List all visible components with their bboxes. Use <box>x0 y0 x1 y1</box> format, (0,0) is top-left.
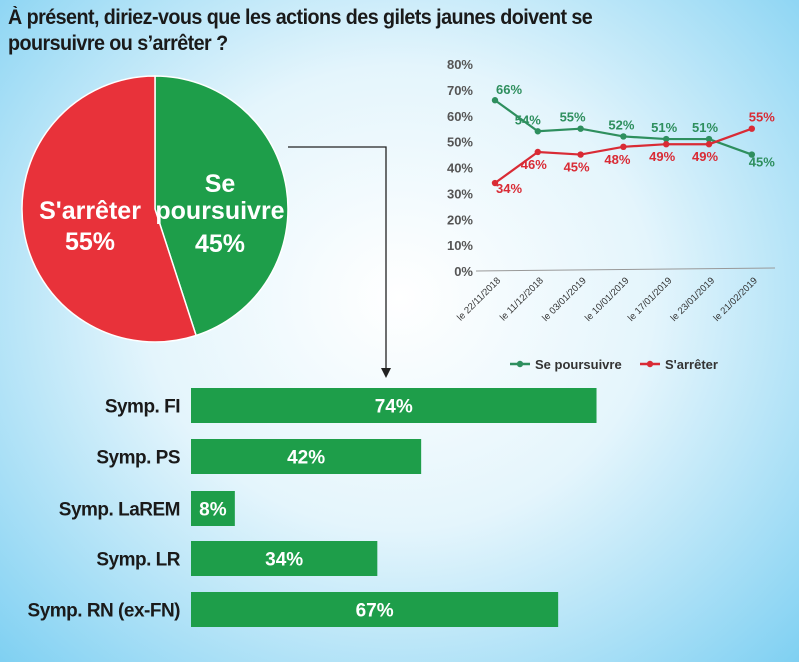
x-tick-label: le 10/01/2019 <box>583 275 632 324</box>
y-tick-label: 50% <box>447 135 473 150</box>
bar-value-label: 42% <box>287 448 325 469</box>
connector-arrowhead <box>381 368 391 378</box>
series-point <box>577 125 584 132</box>
series-point <box>748 151 755 158</box>
pie-to-bars-connector <box>288 146 391 378</box>
pie-slice-stop <box>21 75 198 343</box>
data-label: 34% <box>496 181 522 196</box>
bar-value-label: 67% <box>356 601 394 622</box>
data-label: 51% <box>692 120 718 135</box>
x-tick-label: le 11/12/2018 <box>498 275 546 323</box>
chart-title: À présent, diriez-vous que les actions d… <box>8 6 593 55</box>
y-tick-label: 40% <box>447 161 473 176</box>
connector-line <box>288 146 387 370</box>
series-point <box>491 179 499 187</box>
legend-marker <box>646 360 654 368</box>
x-tick-label: le 22/11/2018 <box>455 275 503 323</box>
series-point <box>491 97 499 104</box>
data-label: 45% <box>749 155 775 170</box>
y-tick-label: 80% <box>447 57 473 72</box>
legend-label: Se poursuivre <box>535 357 622 372</box>
y-tick-label: 0% <box>454 264 473 279</box>
x-tick-label: le 03/01/2019 <box>540 275 589 324</box>
x-axis-line <box>475 267 776 272</box>
line-chart: 0%10%20%30%40%50%60%70%80%le 22/11/2018l… <box>447 57 775 372</box>
pie-label-stop: S'arrêter <box>39 197 141 225</box>
data-label: 49% <box>692 149 718 164</box>
data-label: 46% <box>521 157 547 172</box>
series-point <box>705 141 713 148</box>
bar-category-label: Symp. LR <box>96 550 180 571</box>
series-point <box>620 143 627 150</box>
bar <box>191 491 235 526</box>
bar <box>191 541 378 576</box>
pie-label-continue-line1: Se <box>205 170 236 198</box>
series-point <box>534 148 541 156</box>
y-tick-label: 70% <box>447 83 473 98</box>
bar-value-label: 34% <box>265 550 303 571</box>
bar-category-label: Symp. FI <box>105 397 180 418</box>
data-label: 48% <box>604 152 630 167</box>
legend-label: S'arrêter <box>665 357 718 372</box>
series-point <box>663 135 670 143</box>
bar <box>191 388 597 423</box>
series-point <box>663 141 670 148</box>
bar-value-label: 8% <box>199 500 227 521</box>
series-point <box>534 128 541 135</box>
y-tick-label: 30% <box>447 186 473 201</box>
y-tick-label: 20% <box>447 212 473 227</box>
data-label: 55% <box>749 110 775 125</box>
legend-marker <box>516 360 524 368</box>
bar-value-label: 74% <box>375 397 413 418</box>
y-tick-label: 60% <box>447 109 473 124</box>
y-tick-label: 10% <box>447 238 473 253</box>
data-label: 52% <box>608 117 634 132</box>
series-point <box>705 135 713 143</box>
bar <box>191 592 559 627</box>
pie-slice-continue <box>154 75 289 337</box>
bar-category-label: Symp. PS <box>96 448 180 469</box>
series-point <box>577 151 584 158</box>
bar <box>191 439 422 474</box>
bar-chart: Symp. FI 74% Symp. PS 42% Symp. LaREM 8% Symp.… <box>28 388 597 627</box>
series-point <box>620 133 627 140</box>
x-tick-label: le 23/01/2019 <box>669 275 718 324</box>
pie-value-continue: 45% <box>195 230 245 258</box>
data-label: 45% <box>564 160 590 175</box>
x-tick-label: le 17/01/2019 <box>626 275 675 324</box>
bar-category-label: Symp. LaREM <box>59 500 180 521</box>
series-point <box>748 125 755 132</box>
pie-label-continue-line2: poursuivre <box>155 197 284 225</box>
pie-value-stop: 55% <box>65 228 115 256</box>
data-label: 49% <box>649 149 675 164</box>
data-label: 55% <box>560 110 586 125</box>
x-tick-label: le 21/02/2019 <box>711 275 760 324</box>
data-label: 54% <box>515 112 541 127</box>
data-label: 51% <box>651 120 677 135</box>
data-label: 66% <box>496 82 522 97</box>
bar-category-label: Symp. RN (ex-FN) <box>28 601 181 622</box>
